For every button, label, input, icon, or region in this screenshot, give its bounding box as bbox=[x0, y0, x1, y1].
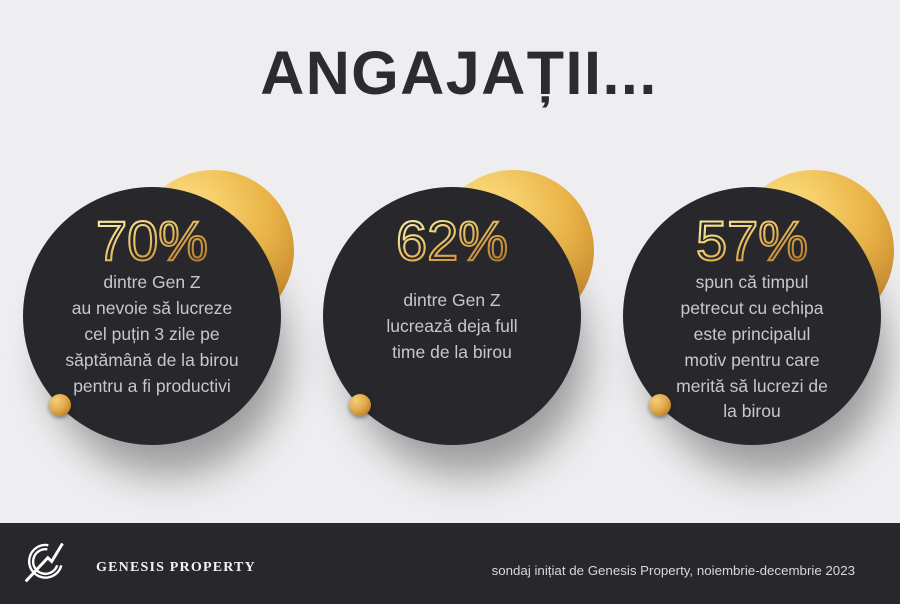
svg-text:62%: 62% bbox=[396, 209, 508, 272]
svg-text:57%: 57% bbox=[696, 209, 808, 272]
svg-text:70%: 70% bbox=[96, 209, 208, 272]
